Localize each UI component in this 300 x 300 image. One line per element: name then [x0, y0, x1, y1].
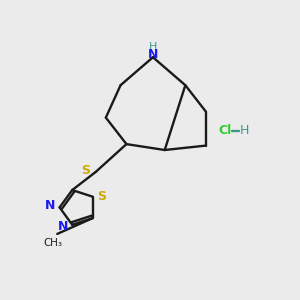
- Text: H: H: [239, 124, 249, 137]
- Text: CH₃: CH₃: [43, 238, 62, 248]
- Text: N: N: [58, 220, 68, 233]
- Text: N: N: [45, 200, 56, 212]
- Text: H: H: [149, 42, 157, 52]
- Text: S: S: [98, 190, 106, 202]
- Text: Cl: Cl: [218, 124, 232, 137]
- Text: S: S: [82, 164, 91, 177]
- Text: N: N: [148, 48, 158, 61]
